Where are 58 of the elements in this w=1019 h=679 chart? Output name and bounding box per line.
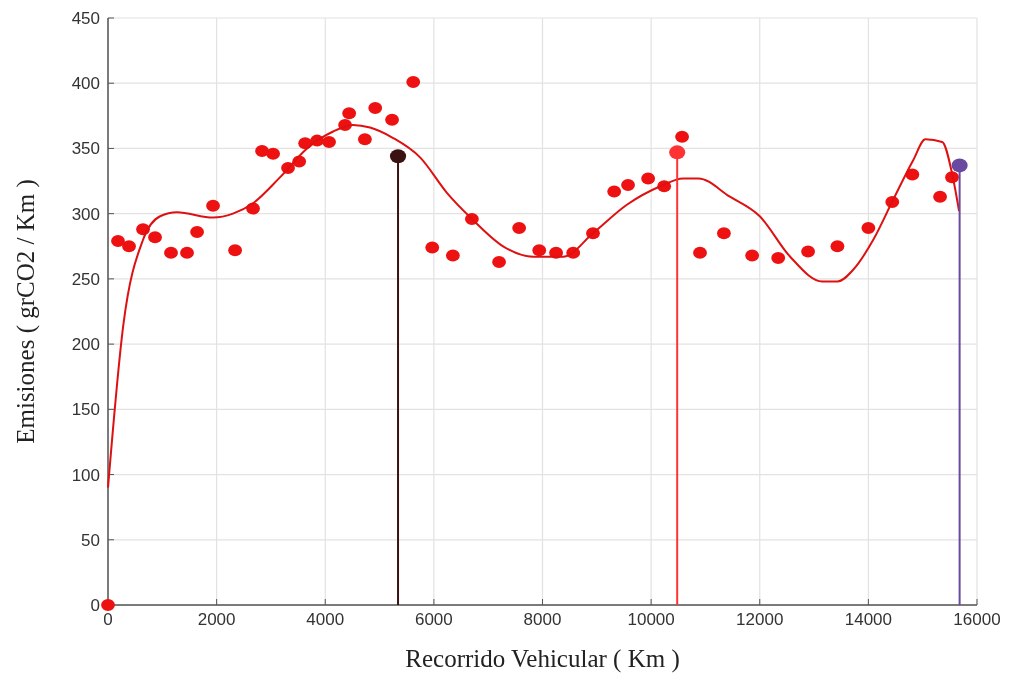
y-tick-label: 300 bbox=[71, 204, 100, 224]
x-tick-label: 10000 bbox=[627, 610, 675, 629]
point bbox=[693, 246, 707, 259]
x-tick-label: 4000 bbox=[306, 610, 345, 629]
y-tick-label: 250 bbox=[71, 269, 100, 289]
point bbox=[717, 227, 731, 240]
point bbox=[801, 245, 815, 258]
point bbox=[368, 102, 383, 115]
point bbox=[148, 231, 162, 244]
point bbox=[669, 145, 686, 160]
point bbox=[266, 147, 281, 160]
point bbox=[861, 222, 876, 235]
y-tick-label: 50 bbox=[81, 530, 100, 550]
y-axis-title: Emisiones ( grCO2 / Km ) bbox=[12, 179, 40, 444]
point bbox=[933, 190, 947, 203]
y-tick-label: 350 bbox=[71, 139, 100, 159]
point bbox=[532, 244, 547, 257]
point bbox=[206, 199, 220, 212]
x-axis-title: Recorrido Vehicular ( Km ) bbox=[405, 645, 680, 673]
point bbox=[675, 130, 689, 143]
point bbox=[641, 172, 656, 185]
point bbox=[512, 222, 527, 235]
x-tick-label: 2000 bbox=[197, 610, 236, 629]
point bbox=[322, 135, 336, 148]
point bbox=[621, 178, 635, 191]
x-tick-label: 16000 bbox=[953, 610, 1001, 629]
point bbox=[255, 145, 269, 158]
y-tick-label: 100 bbox=[71, 465, 100, 485]
point bbox=[607, 185, 622, 198]
point bbox=[228, 244, 242, 257]
point bbox=[190, 225, 204, 238]
point bbox=[164, 246, 178, 259]
point bbox=[101, 599, 115, 611]
y-tick-label: 450 bbox=[71, 8, 100, 28]
x-tick-label: 8000 bbox=[523, 610, 562, 629]
point bbox=[111, 235, 125, 248]
point bbox=[425, 241, 440, 254]
x-tick-label: 0 bbox=[103, 610, 113, 629]
point bbox=[492, 255, 506, 268]
point bbox=[771, 252, 786, 265]
point bbox=[180, 246, 194, 259]
point bbox=[951, 158, 968, 173]
x-tick-label: 6000 bbox=[414, 610, 453, 629]
point bbox=[385, 113, 399, 126]
point bbox=[358, 133, 372, 146]
point bbox=[445, 249, 460, 262]
y-tick-label: 200 bbox=[71, 335, 100, 355]
point bbox=[745, 249, 760, 262]
y-tick-label: 400 bbox=[71, 74, 100, 94]
y-tick-label: 150 bbox=[71, 400, 100, 420]
point bbox=[406, 75, 421, 88]
point bbox=[342, 107, 357, 120]
point bbox=[389, 149, 407, 164]
x-tick-label: 14000 bbox=[844, 610, 893, 629]
point bbox=[122, 240, 136, 253]
x-tick-label: 12000 bbox=[736, 610, 784, 629]
point bbox=[830, 240, 845, 253]
y-tick-label: 0 bbox=[90, 595, 100, 615]
